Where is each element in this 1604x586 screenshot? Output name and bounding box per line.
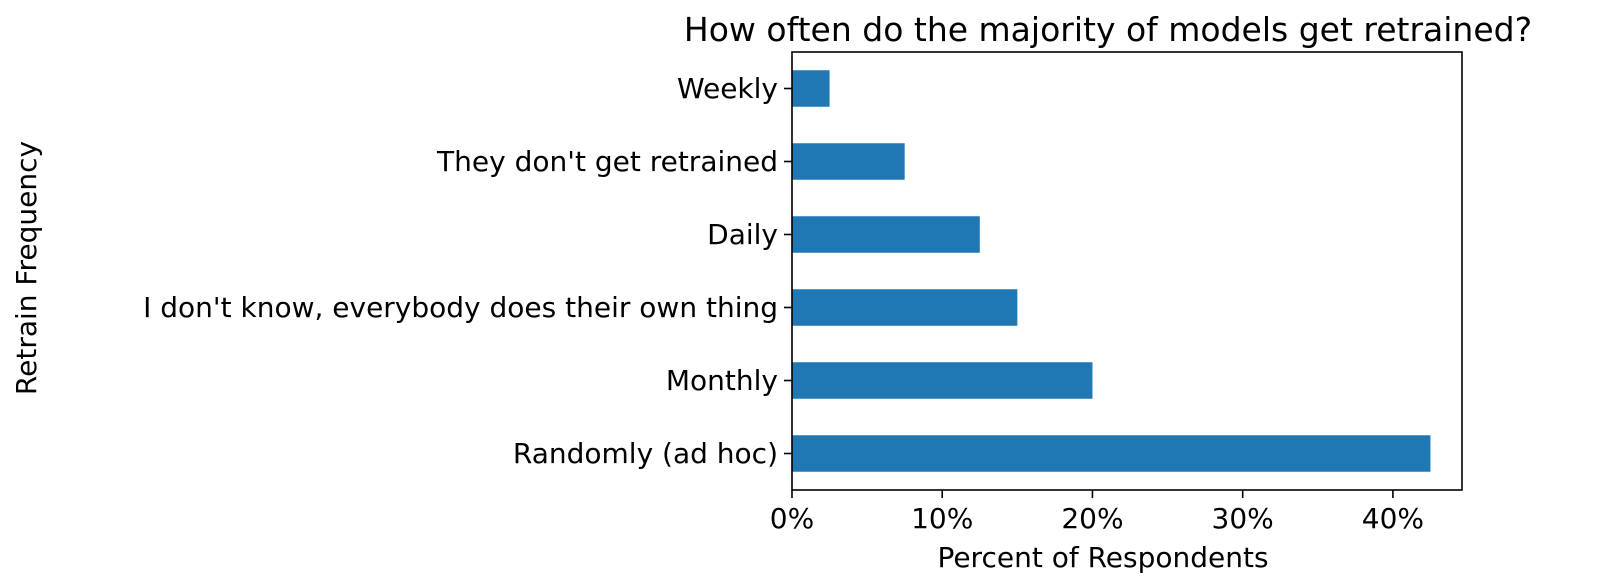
y-tick-label: Randomly (ad hoc) [513,437,778,470]
y-tick-label: They don't get retrained [436,145,778,178]
bars-group [792,70,1431,472]
y-tick-label: Monthly [666,364,778,397]
bar-they-don-t-get-retrained [792,143,905,180]
bar-i-don-t-know-everybody-does-their-own-thing [792,289,1018,326]
y-ticks-group: Weekly They don't get retrained Daily I don… [143,72,792,470]
x-tick-label: 30% [1212,502,1274,535]
chart-title: How often do the majority of models get … [684,10,1532,49]
bar-weekly [792,70,830,107]
y-axis-label: Retrain Frequency [10,141,43,395]
y-tick-label: Daily [707,218,778,251]
x-ticks-group: 0% 10% 20% 30% 40% [770,490,1424,535]
bar-monthly [792,362,1093,399]
x-axis-label: Percent of Respondents [937,541,1268,574]
x-tick-label: 40% [1362,502,1424,535]
plot-frame [791,51,1463,491]
x-tick-label: 0% [770,502,814,535]
x-tick-label: 20% [1061,502,1123,535]
y-tick-label: Weekly [677,72,778,105]
bar-randomly-ad-hoc [792,435,1431,472]
bar-daily [792,216,980,253]
x-tick-label: 10% [911,502,973,535]
y-tick-label: I don't know, everybody does their own t… [143,291,778,324]
